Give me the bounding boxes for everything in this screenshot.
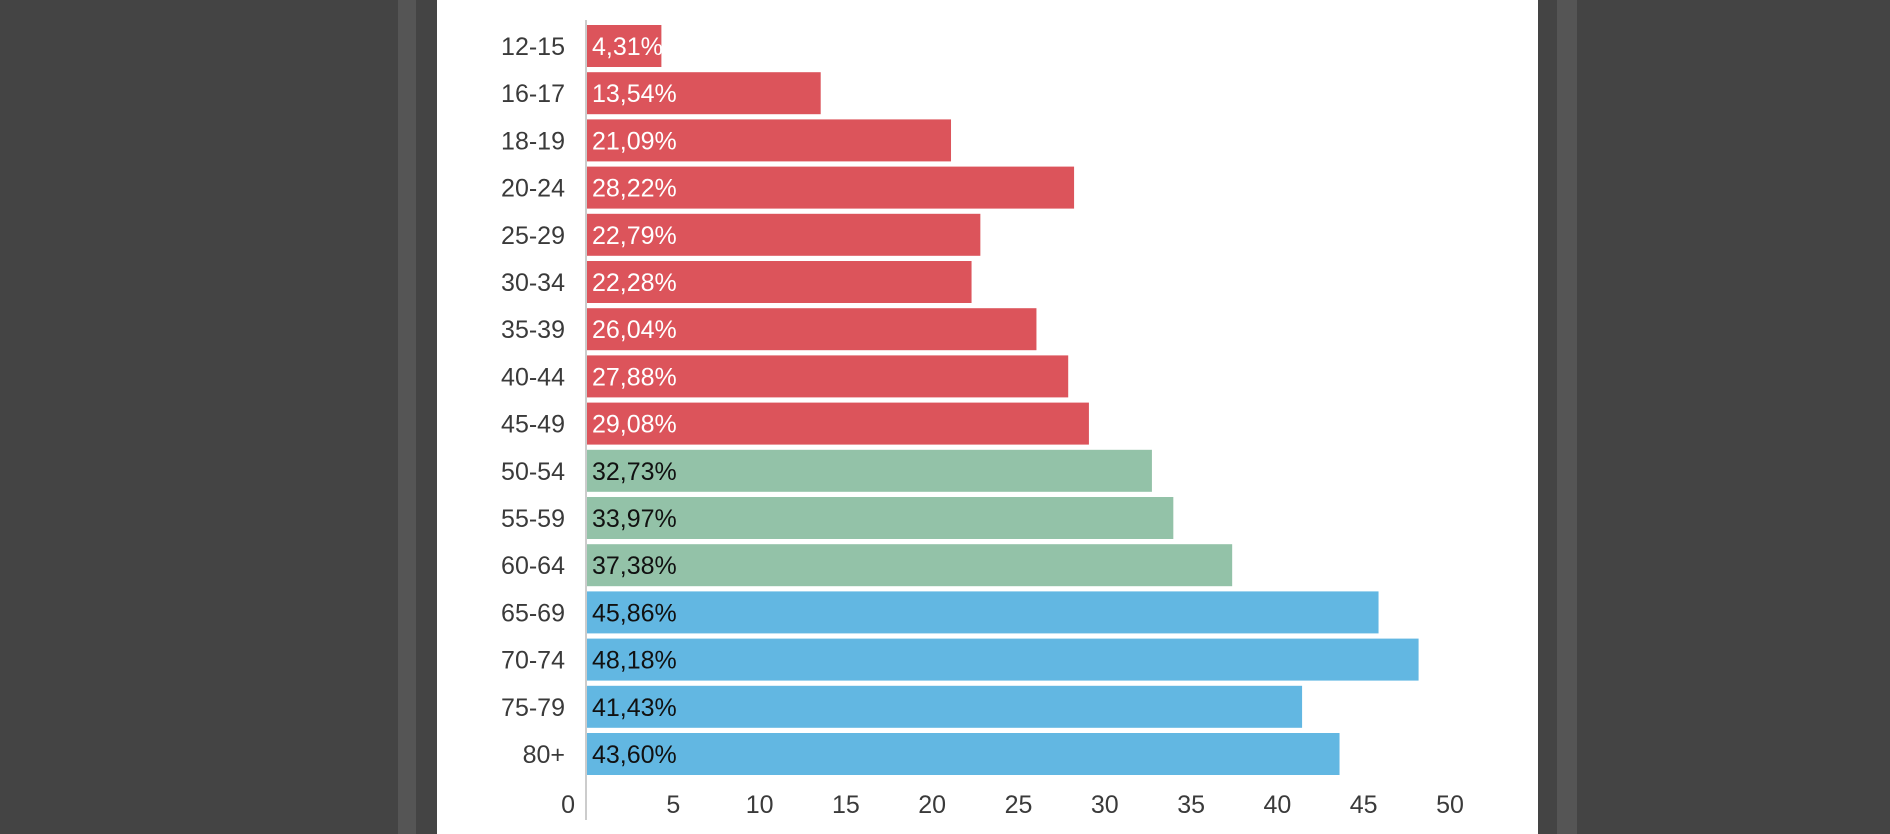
value-label: 43,60% bbox=[592, 741, 677, 769]
x-tick-label: 25 bbox=[1005, 791, 1033, 819]
value-label: 41,43% bbox=[592, 694, 677, 722]
bar-65-69 bbox=[587, 591, 1379, 634]
value-label: 28,22% bbox=[592, 175, 677, 203]
category-label: 35-39 bbox=[501, 316, 565, 344]
right-side-strip bbox=[1557, 0, 1577, 834]
right-gutter bbox=[1538, 0, 1557, 834]
bars-group bbox=[587, 25, 1419, 775]
value-label: 4,31% bbox=[592, 33, 663, 61]
x-tick-label: 10 bbox=[746, 791, 774, 819]
category-label: 45-49 bbox=[501, 411, 565, 439]
value-label: 22,79% bbox=[592, 222, 677, 250]
x-tick-label: 50 bbox=[1436, 791, 1464, 819]
x-tick-label: 35 bbox=[1177, 791, 1205, 819]
category-label: 18-19 bbox=[501, 127, 565, 155]
x-tick-label: 15 bbox=[832, 791, 860, 819]
category-label: 20-24 bbox=[501, 175, 565, 203]
x-tick-label: 45 bbox=[1350, 791, 1378, 819]
category-label: 60-64 bbox=[501, 552, 565, 580]
left-gutter bbox=[416, 0, 437, 834]
bar-80+ bbox=[587, 733, 1340, 775]
x-tick-label: 30 bbox=[1091, 791, 1119, 819]
bar-75-79 bbox=[587, 685, 1303, 728]
value-label: 29,08% bbox=[592, 411, 677, 439]
x-tick-label: 0 bbox=[561, 791, 575, 819]
category-label: 16-17 bbox=[501, 80, 565, 108]
value-label: 22,28% bbox=[592, 269, 677, 297]
bar-12-15 bbox=[587, 25, 662, 67]
category-labels: 12-15 16-17 18-19 20-24 25-29 30-34 35-39 40-44… bbox=[501, 33, 565, 769]
x-tick-label: 5 bbox=[666, 791, 680, 819]
category-label: 80+ bbox=[523, 741, 565, 769]
bar-20-24 bbox=[587, 166, 1075, 209]
bar-45-49 bbox=[587, 402, 1089, 445]
bar-50-54 bbox=[587, 449, 1152, 492]
value-label: 48,18% bbox=[592, 647, 677, 675]
value-label: 21,09% bbox=[592, 127, 677, 155]
value-label: 45,86% bbox=[592, 599, 677, 627]
value-labels: 4,31% 13,54% 21,09% 28,22% 22,79% 22,28% 26,04… bbox=[592, 33, 677, 769]
x-axis-ticks: 0 5 10 15 20 25 30 35 40 45 50 bbox=[561, 791, 1464, 819]
value-label: 37,38% bbox=[592, 552, 677, 580]
bar-16-17 bbox=[587, 72, 821, 115]
bar-40-44 bbox=[587, 355, 1069, 398]
category-label: 75-79 bbox=[501, 694, 565, 722]
value-label: 26,04% bbox=[592, 316, 677, 344]
category-label: 70-74 bbox=[501, 647, 565, 675]
category-label: 12-15 bbox=[501, 33, 565, 61]
x-tick-label: 20 bbox=[918, 791, 946, 819]
category-label: 30-34 bbox=[501, 269, 565, 297]
value-label: 33,97% bbox=[592, 505, 677, 533]
category-label: 25-29 bbox=[501, 222, 565, 250]
left-side-strip bbox=[398, 0, 416, 834]
category-label: 65-69 bbox=[501, 599, 565, 627]
bar-25-29 bbox=[587, 213, 981, 256]
category-label: 55-59 bbox=[501, 505, 565, 533]
bar-18-19 bbox=[587, 119, 952, 162]
x-tick-label: 40 bbox=[1263, 791, 1291, 819]
bar-60-64 bbox=[587, 544, 1233, 587]
bar-35-39 bbox=[587, 308, 1037, 351]
bar-30-34 bbox=[587, 261, 972, 303]
category-label: 40-44 bbox=[501, 363, 565, 391]
bar-70-74 bbox=[587, 638, 1419, 681]
value-label: 13,54% bbox=[592, 80, 677, 108]
bar-55-59 bbox=[587, 497, 1174, 539]
value-label: 32,73% bbox=[592, 458, 677, 486]
value-label: 27,88% bbox=[592, 363, 677, 391]
category-label: 50-54 bbox=[501, 458, 565, 486]
